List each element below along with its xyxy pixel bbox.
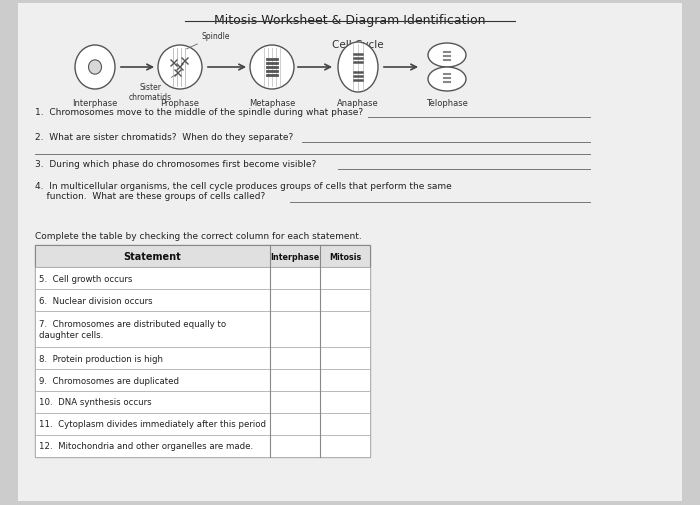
Text: Interphase: Interphase bbox=[270, 252, 320, 261]
Text: 5.  Cell growth occurs: 5. Cell growth occurs bbox=[39, 274, 132, 283]
Ellipse shape bbox=[75, 46, 115, 90]
FancyBboxPatch shape bbox=[35, 413, 370, 435]
Text: Telophase: Telophase bbox=[426, 99, 468, 108]
Text: 2.  What are sister chromatids?  When do they separate?: 2. What are sister chromatids? When do t… bbox=[35, 133, 293, 142]
Text: Cell Cycle: Cell Cycle bbox=[332, 40, 384, 50]
Text: 10.  DNA synthesis occurs: 10. DNA synthesis occurs bbox=[39, 398, 152, 407]
FancyBboxPatch shape bbox=[18, 4, 682, 501]
Text: 6.  Nuclear division occurs: 6. Nuclear division occurs bbox=[39, 296, 153, 305]
Text: Complete the table by checking the correct column for each statement.: Complete the table by checking the corre… bbox=[35, 231, 362, 240]
FancyBboxPatch shape bbox=[35, 268, 370, 289]
Text: Mitosis: Mitosis bbox=[329, 252, 361, 261]
FancyBboxPatch shape bbox=[35, 245, 370, 457]
FancyBboxPatch shape bbox=[35, 391, 370, 413]
Text: Metaphase: Metaphase bbox=[248, 99, 295, 108]
Text: Mitosis Worksheet & Diagram Identification: Mitosis Worksheet & Diagram Identificati… bbox=[214, 14, 486, 27]
Text: 9.  Chromosomes are duplicated: 9. Chromosomes are duplicated bbox=[39, 376, 179, 385]
Text: 7.  Chromosomes are distributed equally to
daughter cells.: 7. Chromosomes are distributed equally t… bbox=[39, 320, 226, 339]
Text: Statement: Statement bbox=[124, 251, 181, 262]
Ellipse shape bbox=[428, 44, 466, 68]
Ellipse shape bbox=[428, 68, 466, 92]
FancyBboxPatch shape bbox=[35, 347, 370, 369]
Text: 11.  Cytoplasm divides immediately after this period: 11. Cytoplasm divides immediately after … bbox=[39, 420, 266, 429]
Text: 4.  In multicellular organisms, the cell cycle produces groups of cells that per: 4. In multicellular organisms, the cell … bbox=[35, 182, 452, 201]
Ellipse shape bbox=[158, 46, 202, 90]
Ellipse shape bbox=[88, 61, 102, 75]
Text: 12.  Mitochondria and other organelles are made.: 12. Mitochondria and other organelles ar… bbox=[39, 442, 253, 450]
FancyBboxPatch shape bbox=[35, 312, 370, 347]
Text: 8.  Protein production is high: 8. Protein production is high bbox=[39, 354, 163, 363]
FancyBboxPatch shape bbox=[35, 289, 370, 312]
Text: 1.  Chromosomes move to the middle of the spindle during what phase?: 1. Chromosomes move to the middle of the… bbox=[35, 108, 363, 117]
Text: Sister
chromatids: Sister chromatids bbox=[128, 75, 176, 102]
Text: Interphase: Interphase bbox=[72, 99, 118, 108]
FancyBboxPatch shape bbox=[35, 435, 370, 457]
FancyBboxPatch shape bbox=[35, 245, 370, 268]
Text: Spindle: Spindle bbox=[186, 32, 230, 50]
Text: 3.  During which phase do chromosomes first become visible?: 3. During which phase do chromosomes fir… bbox=[35, 160, 316, 169]
Ellipse shape bbox=[250, 46, 294, 90]
Ellipse shape bbox=[338, 43, 378, 93]
Text: Prophase: Prophase bbox=[160, 99, 200, 108]
Text: Anaphase: Anaphase bbox=[337, 99, 379, 108]
FancyBboxPatch shape bbox=[35, 369, 370, 391]
